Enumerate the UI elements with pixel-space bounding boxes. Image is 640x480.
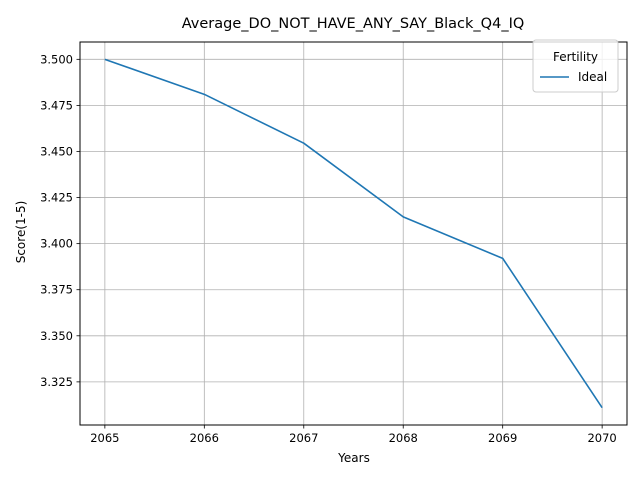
y-tick-label: 3.475: [40, 98, 73, 112]
x-tick-label: 2070: [587, 431, 616, 445]
x-tick-label: 2065: [90, 431, 119, 445]
legend-label-ideal: Ideal: [578, 70, 607, 84]
x-axis-label: Years: [337, 451, 370, 465]
x-tick-label: 2066: [190, 431, 219, 445]
y-tick-labels: 3.325 3.350 3.375 3.400 3.425 3.450 3.475 3.500: [40, 52, 73, 389]
x-tick-label: 2068: [389, 431, 418, 445]
series-line-ideal: [104, 58, 603, 409]
y-tick-label: 3.325: [40, 375, 73, 389]
y-tick-label: 3.425: [40, 191, 73, 205]
x-tick-label: 2069: [488, 431, 517, 445]
plot-frame: [79, 41, 628, 426]
series-layer: [104, 58, 603, 409]
legend-box: [532, 39, 619, 93]
y-tick-label: 3.450: [40, 144, 73, 158]
legend: Fertility Ideal: [532, 39, 619, 93]
tick-marks: [76, 58, 603, 429]
legend-title: Fertility: [553, 50, 598, 64]
y-tick-label: 3.375: [40, 283, 73, 297]
x-tick-labels: 2065 2066 2067 2068 2069 2070: [90, 431, 617, 445]
grid-lines: [80, 42, 627, 425]
y-axis-label: Score(1-5): [14, 201, 28, 264]
chart-title: Average_DO_NOT_HAVE_ANY_SAY_Black_Q4_IQ: [182, 16, 525, 32]
y-tick-label: 3.350: [40, 329, 73, 343]
y-tick-label: 3.400: [40, 237, 73, 251]
x-tick-label: 2067: [289, 431, 318, 445]
y-tick-label: 3.500: [40, 52, 73, 66]
